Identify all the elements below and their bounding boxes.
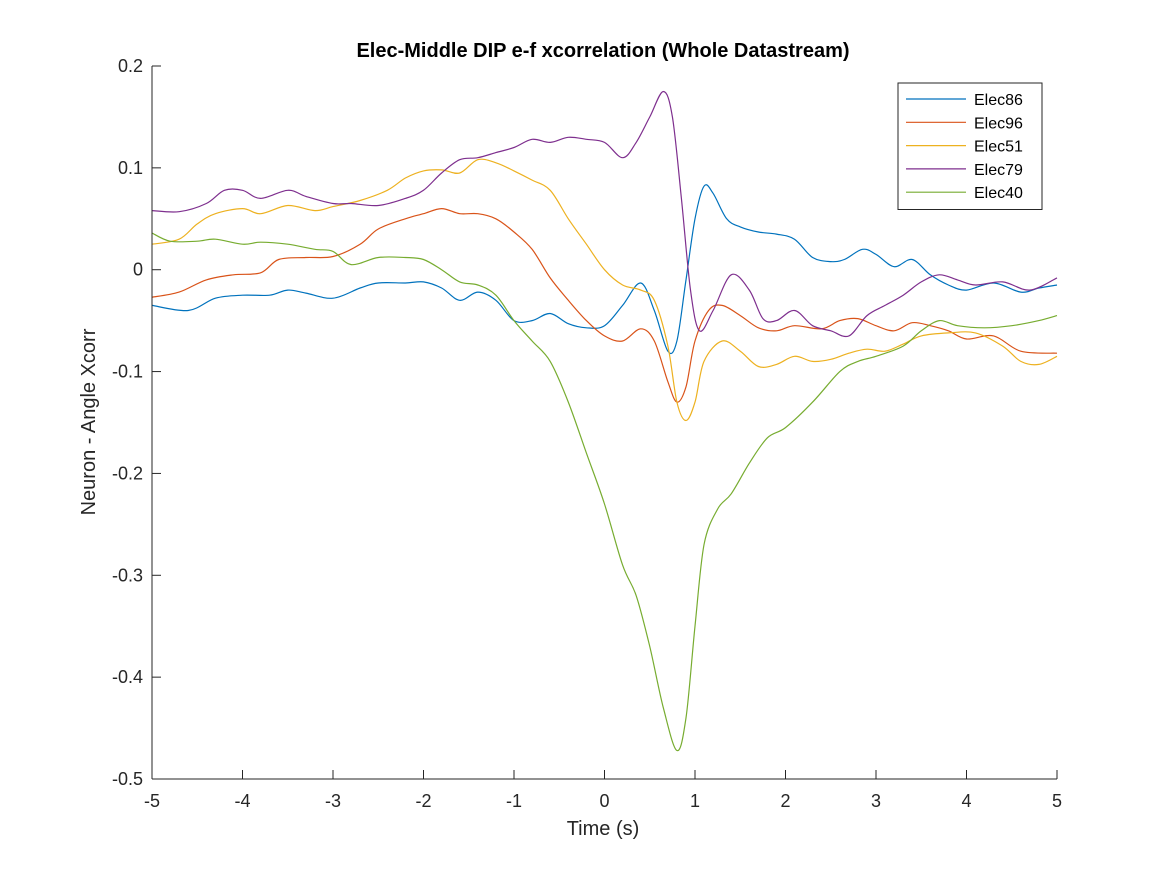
x-tick-label: -1 xyxy=(506,791,522,811)
series-layer xyxy=(151,90,1058,752)
series-line-elec51 xyxy=(151,158,1058,422)
x-tick-label: 0 xyxy=(599,791,609,811)
y-tick-label: -0.4 xyxy=(112,667,143,687)
x-tick-label: 2 xyxy=(780,791,790,811)
legend-label-elec40: Elec40 xyxy=(974,185,1023,202)
legend-label-elec86: Elec86 xyxy=(974,92,1023,109)
y-tick-label: 0.2 xyxy=(118,56,143,76)
x-tick-label: -5 xyxy=(144,791,160,811)
y-tick-label: -0.3 xyxy=(112,565,143,585)
y-axis-ticks: -0.5 -0.4 -0.3 -0.2 -0.1 0 0.1 0.2 xyxy=(112,56,161,789)
series-line-elec79 xyxy=(151,90,1058,338)
series-line-elec86 xyxy=(151,184,1058,355)
chart-title: Elec-Middle DIP e-f xcorrelation (Whole … xyxy=(356,40,849,62)
x-tick-label: 1 xyxy=(690,791,700,811)
legend-label-elec96: Elec96 xyxy=(974,115,1023,132)
x-tick-label: -3 xyxy=(325,791,341,811)
y-tick-label: -0.5 xyxy=(112,769,143,789)
x-tick-label: 3 xyxy=(871,791,881,811)
y-tick-label: 0 xyxy=(133,260,143,280)
x-tick-label: 4 xyxy=(961,791,971,811)
legend-label-elec79: Elec79 xyxy=(974,162,1023,179)
y-tick-label: 0.1 xyxy=(118,158,143,178)
x-tick-label: -2 xyxy=(415,791,431,811)
x-axis-ticks: -5 -4 -3 -2 -1 0 1 2 3 4 5 xyxy=(144,770,1062,811)
x-axis-label: Time (s) xyxy=(567,818,640,840)
legend-label-elec51: Elec51 xyxy=(974,139,1023,156)
legend-box xyxy=(897,82,1043,210)
series-line-elec40 xyxy=(151,232,1058,752)
y-tick-label: -0.2 xyxy=(112,463,143,483)
x-tick-label: -4 xyxy=(234,791,250,811)
x-tick-label: 5 xyxy=(1052,791,1062,811)
legend: Elec86 Elec96 Elec51 Elec79 Elec40 xyxy=(897,82,1043,210)
y-axis-label: Neuron - Angle Xcorr xyxy=(78,328,100,515)
series-line-elec96 xyxy=(151,207,1058,403)
y-tick-label: -0.1 xyxy=(112,362,143,382)
